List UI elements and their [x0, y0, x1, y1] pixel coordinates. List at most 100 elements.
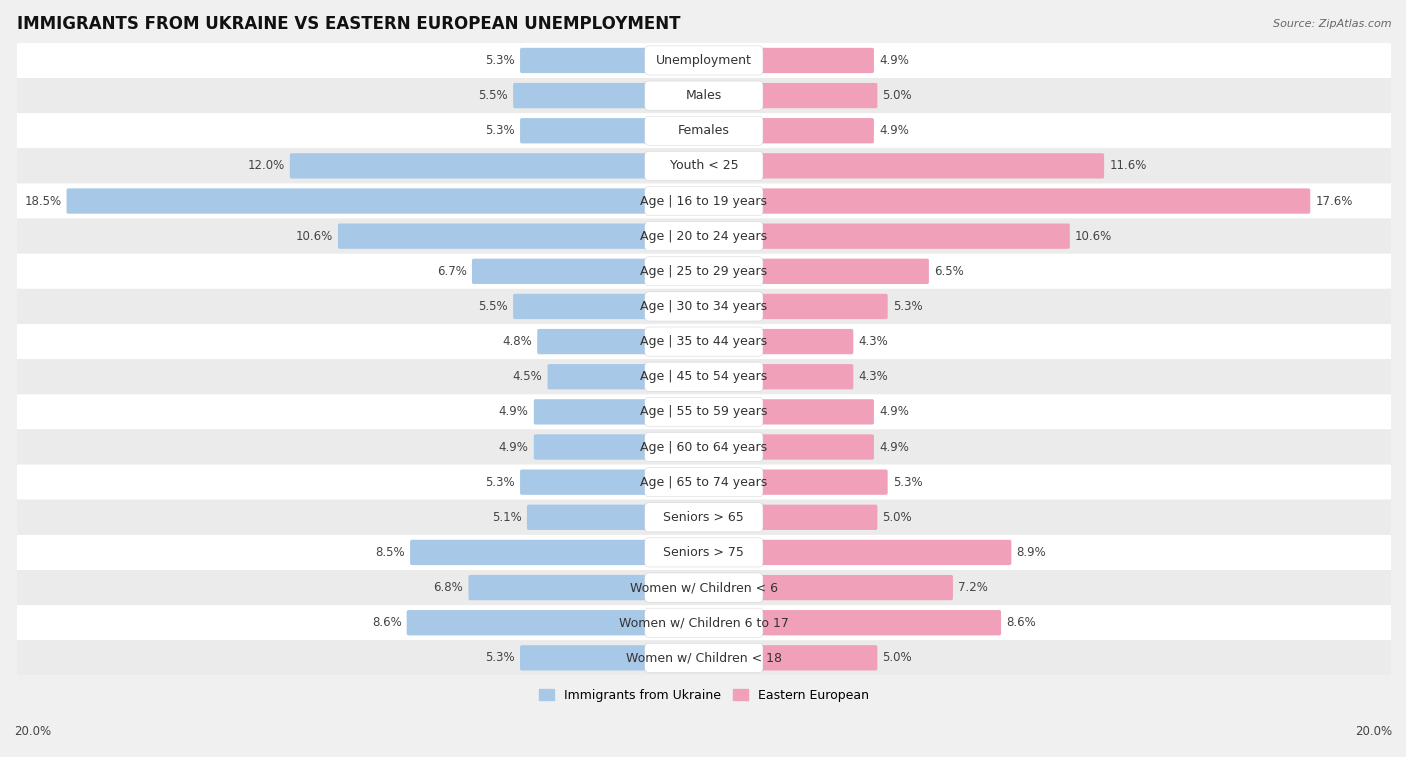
FancyBboxPatch shape — [17, 500, 1391, 535]
Legend: Immigrants from Ukraine, Eastern European: Immigrants from Ukraine, Eastern Europea… — [534, 684, 875, 707]
Text: 4.9%: 4.9% — [879, 124, 908, 137]
Text: 5.3%: 5.3% — [485, 54, 515, 67]
Text: 5.3%: 5.3% — [893, 475, 922, 489]
FancyBboxPatch shape — [520, 469, 706, 495]
FancyBboxPatch shape — [702, 83, 877, 108]
FancyBboxPatch shape — [702, 645, 877, 671]
Text: 5.1%: 5.1% — [492, 511, 522, 524]
FancyBboxPatch shape — [702, 364, 853, 389]
FancyBboxPatch shape — [534, 435, 706, 459]
FancyBboxPatch shape — [645, 81, 763, 111]
Text: 4.9%: 4.9% — [879, 441, 908, 453]
FancyBboxPatch shape — [17, 605, 1391, 640]
FancyBboxPatch shape — [702, 153, 1104, 179]
FancyBboxPatch shape — [645, 643, 763, 672]
Text: Unemployment: Unemployment — [657, 54, 752, 67]
FancyBboxPatch shape — [702, 505, 877, 530]
Text: 4.9%: 4.9% — [499, 405, 529, 419]
Text: 12.0%: 12.0% — [247, 160, 284, 173]
Text: Age | 45 to 54 years: Age | 45 to 54 years — [640, 370, 768, 383]
FancyBboxPatch shape — [290, 153, 706, 179]
FancyBboxPatch shape — [645, 397, 763, 426]
Text: 8.9%: 8.9% — [1017, 546, 1046, 559]
FancyBboxPatch shape — [406, 610, 706, 635]
Text: Women w/ Children 6 to 17: Women w/ Children 6 to 17 — [619, 616, 789, 629]
FancyBboxPatch shape — [702, 575, 953, 600]
Text: 17.6%: 17.6% — [1316, 195, 1353, 207]
Text: Age | 30 to 34 years: Age | 30 to 34 years — [640, 300, 768, 313]
FancyBboxPatch shape — [645, 538, 763, 567]
Text: 18.5%: 18.5% — [24, 195, 62, 207]
Text: Age | 16 to 19 years: Age | 16 to 19 years — [640, 195, 768, 207]
Text: Age | 20 to 24 years: Age | 20 to 24 years — [640, 229, 768, 243]
FancyBboxPatch shape — [411, 540, 706, 565]
Text: 4.9%: 4.9% — [879, 54, 908, 67]
Text: 5.3%: 5.3% — [893, 300, 922, 313]
Text: Males: Males — [686, 89, 721, 102]
FancyBboxPatch shape — [645, 608, 763, 637]
Text: Seniors > 65: Seniors > 65 — [664, 511, 744, 524]
FancyBboxPatch shape — [17, 324, 1391, 359]
FancyBboxPatch shape — [17, 254, 1391, 289]
Text: Age | 60 to 64 years: Age | 60 to 64 years — [640, 441, 768, 453]
FancyBboxPatch shape — [702, 540, 1011, 565]
Text: 4.3%: 4.3% — [859, 370, 889, 383]
FancyBboxPatch shape — [645, 257, 763, 286]
Text: 5.0%: 5.0% — [883, 651, 912, 665]
Text: 20.0%: 20.0% — [1355, 725, 1392, 738]
FancyBboxPatch shape — [513, 83, 706, 108]
FancyBboxPatch shape — [702, 399, 875, 425]
FancyBboxPatch shape — [645, 46, 763, 75]
FancyBboxPatch shape — [702, 469, 887, 495]
FancyBboxPatch shape — [472, 259, 706, 284]
FancyBboxPatch shape — [702, 48, 875, 73]
FancyBboxPatch shape — [702, 118, 875, 143]
FancyBboxPatch shape — [645, 362, 763, 391]
FancyBboxPatch shape — [645, 327, 763, 356]
Text: 8.6%: 8.6% — [371, 616, 402, 629]
FancyBboxPatch shape — [702, 188, 1310, 213]
Text: 6.5%: 6.5% — [934, 265, 963, 278]
Text: Seniors > 75: Seniors > 75 — [664, 546, 744, 559]
FancyBboxPatch shape — [702, 223, 1070, 249]
FancyBboxPatch shape — [17, 535, 1391, 570]
FancyBboxPatch shape — [17, 394, 1391, 429]
FancyBboxPatch shape — [702, 294, 887, 319]
FancyBboxPatch shape — [17, 78, 1391, 113]
Text: Women w/ Children < 6: Women w/ Children < 6 — [630, 581, 778, 594]
Text: Age | 35 to 44 years: Age | 35 to 44 years — [640, 335, 768, 348]
Text: 5.3%: 5.3% — [485, 475, 515, 489]
Text: 7.2%: 7.2% — [957, 581, 988, 594]
Text: 6.7%: 6.7% — [437, 265, 467, 278]
FancyBboxPatch shape — [468, 575, 706, 600]
Text: 10.6%: 10.6% — [295, 229, 333, 243]
Text: 4.9%: 4.9% — [499, 441, 529, 453]
Text: 4.3%: 4.3% — [859, 335, 889, 348]
Text: 11.6%: 11.6% — [1109, 160, 1147, 173]
Text: Youth < 25: Youth < 25 — [669, 160, 738, 173]
Text: 4.8%: 4.8% — [502, 335, 531, 348]
FancyBboxPatch shape — [702, 435, 875, 459]
FancyBboxPatch shape — [645, 292, 763, 321]
FancyBboxPatch shape — [17, 359, 1391, 394]
Text: 8.6%: 8.6% — [1007, 616, 1036, 629]
Text: Age | 65 to 74 years: Age | 65 to 74 years — [640, 475, 768, 489]
FancyBboxPatch shape — [17, 113, 1391, 148]
FancyBboxPatch shape — [547, 364, 706, 389]
FancyBboxPatch shape — [337, 223, 706, 249]
FancyBboxPatch shape — [645, 116, 763, 145]
FancyBboxPatch shape — [17, 219, 1391, 254]
FancyBboxPatch shape — [17, 570, 1391, 605]
Text: 5.5%: 5.5% — [478, 89, 508, 102]
FancyBboxPatch shape — [513, 294, 706, 319]
FancyBboxPatch shape — [17, 465, 1391, 500]
FancyBboxPatch shape — [520, 48, 706, 73]
FancyBboxPatch shape — [645, 573, 763, 602]
FancyBboxPatch shape — [66, 188, 706, 213]
Text: 5.3%: 5.3% — [485, 124, 515, 137]
Text: 5.3%: 5.3% — [485, 651, 515, 665]
FancyBboxPatch shape — [702, 329, 853, 354]
FancyBboxPatch shape — [645, 222, 763, 251]
FancyBboxPatch shape — [645, 186, 763, 216]
Text: 5.0%: 5.0% — [883, 89, 912, 102]
